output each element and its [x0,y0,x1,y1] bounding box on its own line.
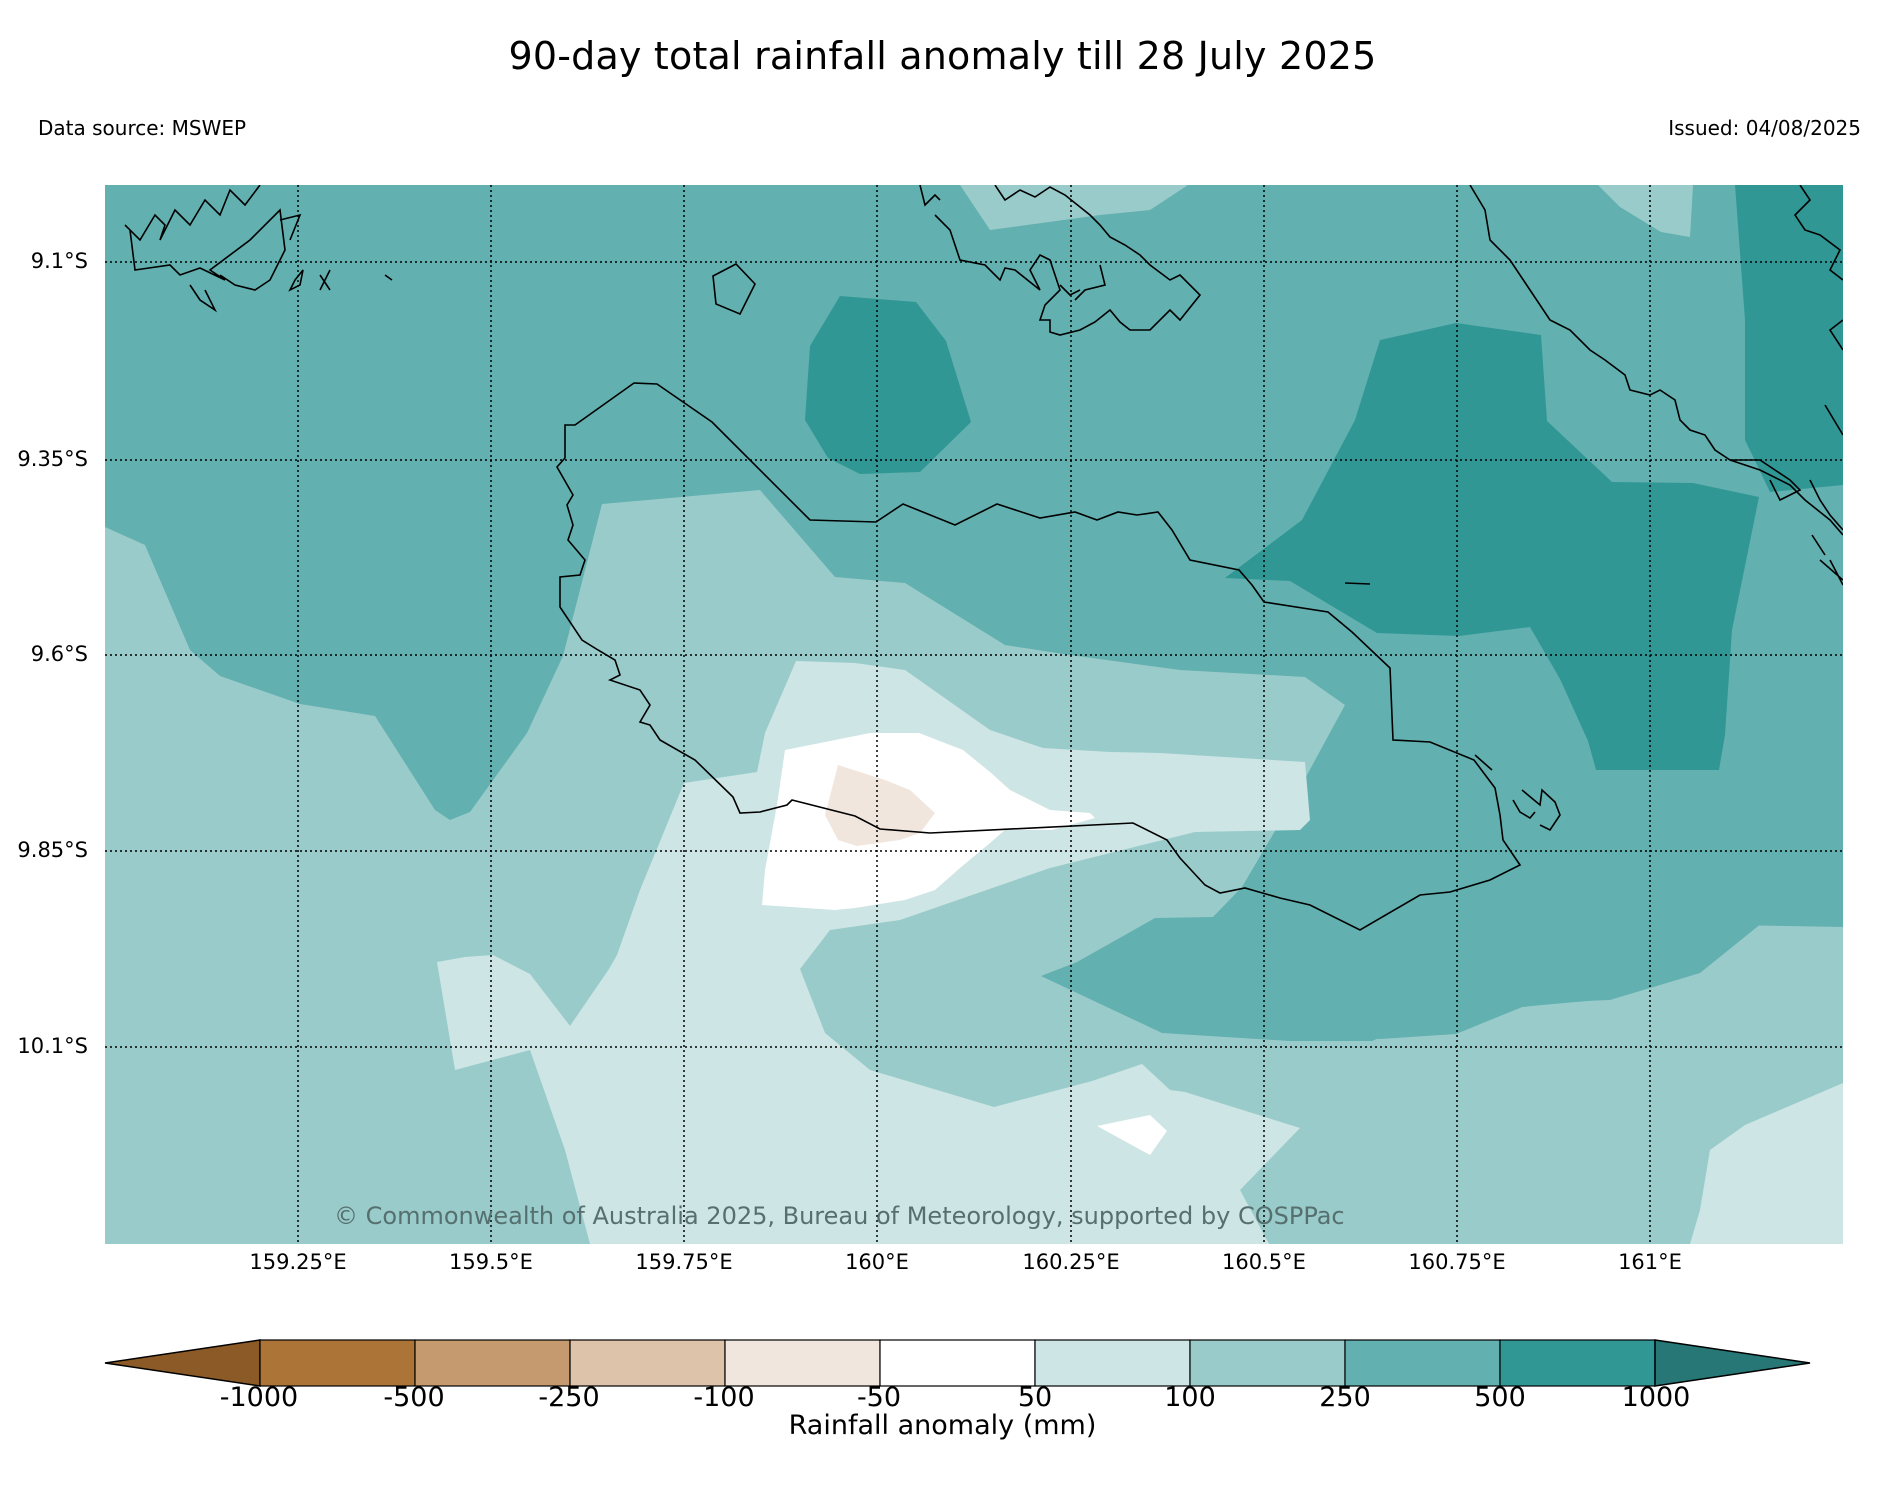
colorbar-segment [1499,1339,1656,1387]
contour-dry-patch [825,765,935,846]
lon-label: 161°E [1618,1250,1682,1274]
lon-label: 160.75°E [1408,1250,1506,1274]
colorbar-tick-label: 100 [1164,1382,1216,1413]
graticule [105,185,1843,1244]
colorbar-tick-label: 500 [1474,1382,1526,1413]
colorbar-segment [1189,1339,1346,1387]
lat-label: 10.1°S [17,1034,88,1058]
issued-date-label: Issued: 04/08/2025 [1668,116,1861,140]
colorbar-segment [1344,1339,1501,1387]
lon-label: 160°E [845,1250,909,1274]
contour-250-500-east [1165,770,1843,1039]
colorbar-tick-label: -1000 [219,1382,299,1413]
colorbar-segment [414,1339,571,1387]
colorbar-segment [1034,1339,1191,1387]
coastline-guadalcanal [556,382,1522,931]
coastline-north-center [919,185,1202,336]
coastline-inland-mark [1344,582,1371,585]
contour-500-1000-east [1225,323,1759,824]
lat-label: 9.35°S [17,447,88,471]
lon-label: 159.25°E [249,1250,347,1274]
colorbar-segment [569,1339,726,1387]
colorbar-tick-label: 250 [1319,1382,1371,1413]
lon-label: 159.75°E [635,1250,733,1274]
lon-label: 159.5°E [449,1250,533,1274]
colorbar-tick-label: -500 [383,1382,445,1413]
lon-label: 160.25°E [1022,1250,1120,1274]
contour-neutral-south [1097,1115,1167,1155]
coastline-malaita [1469,185,1843,531]
lat-label: 9.1°S [30,249,88,273]
colorbar-extend-low [104,1339,261,1387]
contour-50-100 [437,661,1310,1244]
contour-50-100-southeast [1690,1083,1843,1244]
copyright-notice: © Commonwealth of Australia 2025, Bureau… [334,1202,1345,1230]
colorbar-segment [724,1339,881,1387]
colorbar-tick-label: -50 [856,1382,902,1413]
colorbar-tick-label: 1000 [1621,1382,1691,1413]
coastline-layer [124,185,1843,931]
page-title: 90-day total rainfall anomaly till 28 Ju… [508,34,1377,78]
coastline-malaita-south [1729,459,1843,586]
contour-fill-layer [105,185,1843,1244]
coastline-island-north [712,263,756,316]
colorbar-segment [879,1339,1036,1387]
colorbar-title: Rainfall anomaly (mm) [788,1410,1097,1441]
coastline-marau-islets [1474,754,1561,832]
lon-label: 160.5°E [1222,1250,1306,1274]
contour-100-250-north [960,185,1188,230]
contour-100-250-northeast [1598,185,1693,237]
coastline-north-left [124,185,393,313]
colorbar-tick-label: 50 [1017,1382,1053,1413]
lat-label: 9.6°S [30,642,88,666]
colorbar-tick-label: -250 [538,1382,600,1413]
colorbar-segments [104,1339,1811,1387]
data-source-label: Data source: MSWEP [38,116,247,140]
lat-label: 9.85°S [17,838,88,862]
contour-500-1000-north [805,296,971,474]
colorbar-extend-high [1654,1339,1811,1387]
colorbar-segment [259,1339,416,1387]
colorbar-tick-label: -100 [693,1382,755,1413]
